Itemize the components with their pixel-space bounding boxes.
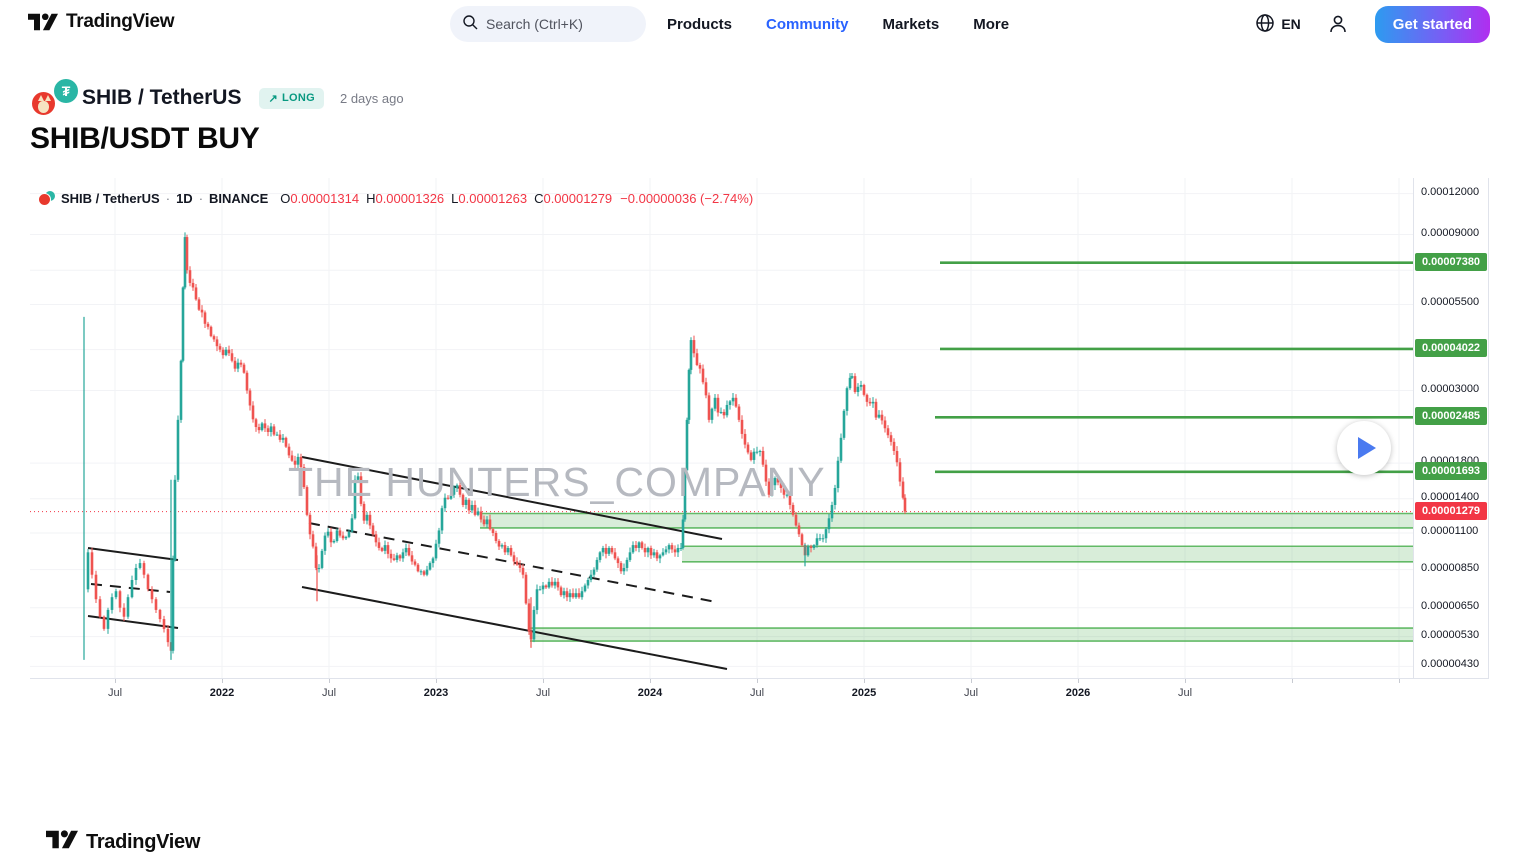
time-axis-tick bbox=[1399, 679, 1400, 683]
nav-products[interactable]: Products bbox=[667, 15, 733, 33]
user-profile-button[interactable] bbox=[1327, 13, 1349, 35]
globe-icon bbox=[1255, 13, 1275, 36]
tradingview-logo-icon bbox=[28, 10, 58, 34]
get-started-button[interactable]: Get started bbox=[1374, 5, 1490, 43]
legend-symbol-icon bbox=[38, 191, 55, 206]
price-label: 0.00000850 bbox=[1421, 561, 1480, 574]
price-label-highlight: 0.00001279 bbox=[1415, 501, 1487, 520]
tradingview-logo[interactable]: TradingView bbox=[28, 10, 175, 34]
time-axis-tick bbox=[329, 679, 330, 683]
price-label: 0.00000530 bbox=[1421, 628, 1480, 641]
legend-ohlc-values: O0.00001314 H0.00001326 L0.00001263 C0.0000… bbox=[280, 191, 613, 206]
nav-right-cluster: EN Get started bbox=[1255, 0, 1490, 48]
time-axis-label: 2022 bbox=[209, 687, 235, 699]
time-axis-tick bbox=[1078, 679, 1079, 683]
time-axis-label: Jul bbox=[1177, 687, 1193, 699]
time-axis-label: Jul bbox=[963, 687, 979, 699]
legend-interval: 1D bbox=[176, 191, 193, 206]
time-axis-label: 2026 bbox=[1065, 687, 1091, 699]
price-label-highlight: 0.00002485 bbox=[1415, 407, 1487, 426]
tradingview-watermark-icon bbox=[46, 827, 78, 857]
tradingview-chart-watermark: TradingView bbox=[46, 827, 200, 857]
language-label: EN bbox=[1281, 16, 1301, 32]
play-icon bbox=[1357, 437, 1376, 459]
symbol-pair-icons: ₮ bbox=[30, 79, 78, 117]
price-label: 0.00000430 bbox=[1421, 658, 1480, 671]
time-axis-tick bbox=[1292, 679, 1293, 683]
long-direction-badge: ↗ LONG bbox=[259, 87, 324, 109]
long-arrow-icon: ↗ bbox=[268, 92, 278, 105]
long-badge-label: LONG bbox=[282, 92, 315, 104]
time-axis-label: 2024 bbox=[637, 687, 663, 699]
time-axis-tick bbox=[757, 679, 758, 683]
price-label: 0.00000650 bbox=[1421, 599, 1480, 612]
time-axis-label: Jul bbox=[321, 687, 337, 699]
time-axis-label: 2023 bbox=[423, 687, 449, 699]
main-nav: Products Community Markets More bbox=[667, 0, 1009, 48]
nav-community[interactable]: Community bbox=[766, 15, 849, 33]
top-navigation: TradingView Products Community Markets M… bbox=[0, 0, 1536, 48]
price-label-highlight: 0.00001693 bbox=[1415, 461, 1487, 480]
price-scale[interactable]: 0.000120000.000090000.000070000.00005500… bbox=[1413, 178, 1489, 678]
search-box[interactable] bbox=[450, 6, 646, 42]
nav-more[interactable]: More bbox=[973, 15, 1010, 33]
price-label: 0.00005500 bbox=[1421, 296, 1480, 309]
legend-change: −0.00000036 (−2.74%) bbox=[620, 191, 754, 206]
symbol-pair-title[interactable]: SHIB / TetherUS bbox=[82, 86, 242, 109]
idea-header: ₮ SHIB / TetherUS ↗ LONG 2 days ago bbox=[30, 78, 404, 118]
time-axis-label: 2025 bbox=[851, 687, 877, 699]
price-label: 0.00001400 bbox=[1421, 490, 1480, 503]
time-axis[interactable]: Jul 2022 Jul 2023 Jul 2024 Jul 2025 Jul 2026 Jul bbox=[30, 678, 1489, 705]
price-label: 0.00009000 bbox=[1421, 226, 1480, 239]
chart-container: THE HUNTERS_COMPANY SHIB / TetherUS · 1D… bbox=[30, 178, 1489, 853]
search-icon bbox=[462, 14, 478, 35]
price-label: 0.00001100 bbox=[1421, 525, 1479, 537]
chart-canvas[interactable] bbox=[30, 178, 1413, 678]
tradingview-logo-text: TradingView bbox=[66, 11, 175, 32]
time-axis-tick bbox=[436, 679, 437, 683]
shib-coin-icon bbox=[30, 90, 57, 117]
play-button[interactable] bbox=[1337, 421, 1391, 475]
posted-time: 2 days ago bbox=[339, 90, 404, 106]
search-input[interactable] bbox=[486, 16, 626, 32]
time-axis-tick bbox=[222, 679, 223, 683]
language-selector[interactable]: EN bbox=[1255, 13, 1301, 36]
time-axis-label: Jul bbox=[749, 687, 765, 699]
time-axis-tick bbox=[1185, 679, 1186, 683]
nav-markets[interactable]: Markets bbox=[882, 15, 940, 33]
time-axis-tick bbox=[864, 679, 865, 683]
legend-exchange: BINANCE bbox=[209, 191, 269, 206]
idea-title: SHIB/USDT BUY bbox=[30, 122, 260, 155]
chart-watermark: THE HUNTERS_COMPANY bbox=[288, 459, 826, 505]
price-label: 0.00003000 bbox=[1421, 382, 1480, 395]
time-axis-tick bbox=[650, 679, 651, 683]
price-label-highlight: 0.00004022 bbox=[1415, 338, 1487, 357]
price-label: 0.00012000 bbox=[1421, 185, 1480, 198]
tether-coin-icon: ₮ bbox=[54, 79, 78, 103]
legend-symbol: SHIB / TetherUS bbox=[61, 191, 160, 206]
chart-legend[interactable]: SHIB / TetherUS · 1D · BINANCE O0.000013… bbox=[38, 191, 753, 206]
time-axis-tick bbox=[971, 679, 972, 683]
time-axis-tick bbox=[115, 679, 116, 683]
time-axis-label: Jul bbox=[535, 687, 551, 699]
price-label-highlight: 0.00007380 bbox=[1415, 252, 1487, 271]
time-axis-label: Jul bbox=[107, 687, 123, 699]
time-axis-tick bbox=[543, 679, 544, 683]
